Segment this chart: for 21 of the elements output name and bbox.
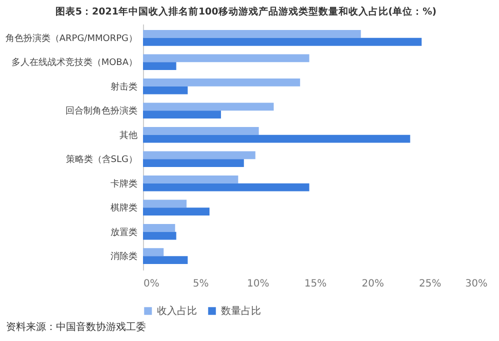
x-tick-label: 15% xyxy=(304,278,327,290)
chart-title: 图表5：2021年中国收入排名前100移动游戏产品游戏类型数量和收入占比(单位：%) xyxy=(55,6,436,18)
x-tick-label: 0% xyxy=(144,278,160,290)
y-tick-label: 策略类（含SLG） xyxy=(66,154,138,166)
y-tick-label: 射击类 xyxy=(110,81,138,92)
y-tick-label: 卡牌类 xyxy=(110,178,138,190)
x-tick-label: 20% xyxy=(362,278,384,290)
y-tick-label: 其他 xyxy=(120,130,138,141)
legend-label: 收入占比 xyxy=(157,305,197,317)
y-tick-label: 棋牌类 xyxy=(110,202,138,214)
y-tick-label: 放置类 xyxy=(110,226,138,238)
y-tick-label: 回合制角色扮演类 xyxy=(66,106,138,117)
y-tick-label: 多人在线战术竞技类（MOBA） xyxy=(11,57,138,68)
y-tick-label: 消除类 xyxy=(110,251,138,262)
x-tick-label: 30% xyxy=(465,278,488,290)
x-tick-label: 10% xyxy=(247,278,270,290)
y-tick-label: 角色扮演类（ARPG/MMORPG） xyxy=(5,32,138,44)
x-tick-label: 25% xyxy=(419,278,442,290)
text: 资料来源：中国音数协游戏工委 xyxy=(5,320,147,335)
legend-label: 数量占比 xyxy=(221,305,261,317)
x-tick-label: 5% xyxy=(192,278,209,290)
